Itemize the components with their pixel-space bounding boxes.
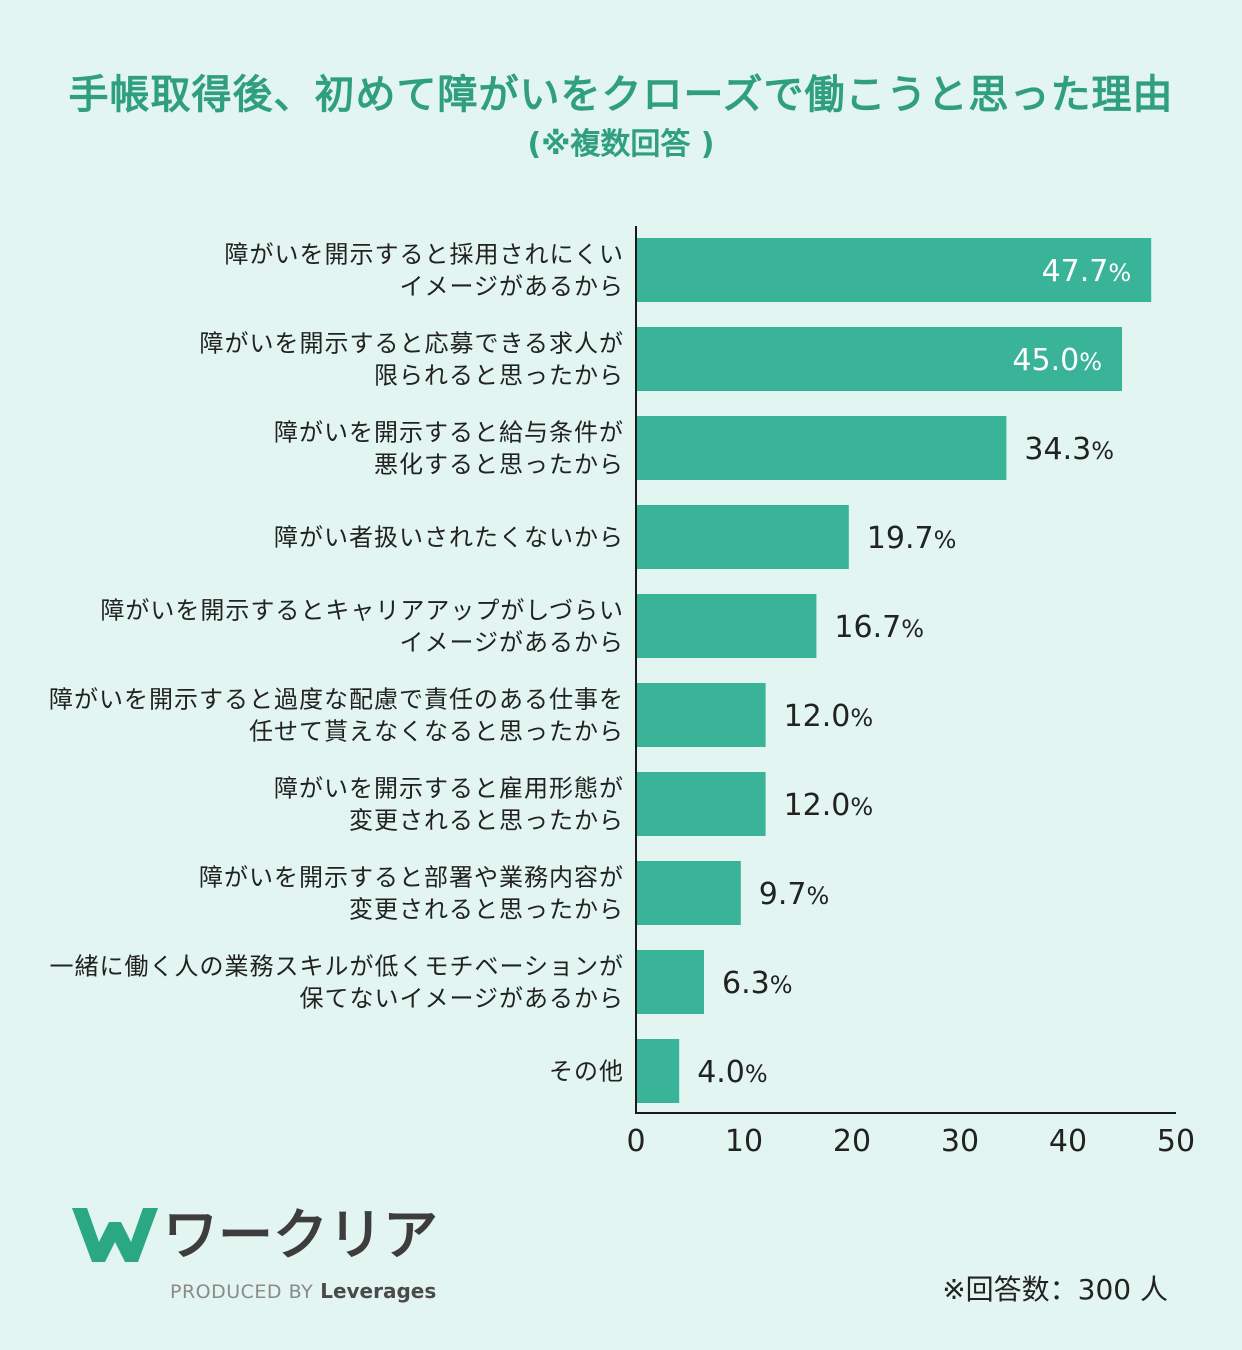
bar-chart: 障がいを開示すると採用されにくいイメージがあるから障がいを開示すると応募できる求…	[49, 226, 1195, 1159]
bar	[636, 950, 704, 1014]
category-label-line: 障がいを開示すると給与条件が	[274, 419, 624, 447]
data-label: 34.3%	[1024, 432, 1114, 467]
x-tick-label: 30	[941, 1124, 979, 1159]
data-label-unit: %	[1091, 437, 1114, 465]
produced-by-label: PRODUCED BY	[170, 1281, 314, 1303]
data-label: 4.0%	[697, 1055, 768, 1090]
x-tick-label: 50	[1157, 1124, 1195, 1159]
data-label: 6.3%	[722, 966, 793, 1001]
category-label: 障がいを開示すると雇用形態が変更されると思ったから	[274, 775, 624, 835]
data-label-unit: %	[850, 793, 873, 821]
category-label-line: 一緒に働く人の業務スキルが低くモチベーションが	[49, 953, 624, 981]
category-label-line: 障がいを開示すると採用されにくい	[224, 241, 624, 269]
respondents-note: ※回答数：300 人	[942, 1273, 1168, 1306]
bar	[636, 594, 817, 658]
x-axis-tick-labels: 0 10 20 30 40 50	[626, 1124, 1195, 1159]
category-label-line: 障がいを開示すると過度な配慮で責任のある仕事を	[49, 686, 624, 714]
category-label-line: イメージがあるから	[399, 629, 624, 657]
data-label: 19.7%	[867, 521, 957, 556]
data-label-value: 9.7	[759, 877, 807, 912]
bar	[636, 772, 766, 836]
data-label-unit: %	[807, 882, 830, 910]
category-label-line: 保てないイメージがあるから	[299, 985, 624, 1013]
category-label-line: 変更されると思ったから	[349, 807, 624, 835]
produced-by-line: PRODUCED BY Leverages	[170, 1276, 436, 1308]
data-label: 9.7%	[759, 877, 830, 912]
data-label-value: 16.7	[834, 610, 901, 645]
category-label-line: 変更されると思ったから	[349, 896, 624, 924]
bar	[636, 505, 849, 569]
data-label-unit: %	[850, 704, 873, 732]
category-label: 障がい者扱いされたくないから	[274, 524, 624, 552]
data-label-value: 45.0	[1012, 343, 1079, 378]
data-label-unit: %	[745, 1060, 768, 1088]
category-labels-group: 障がいを開示すると採用されにくいイメージがあるから障がいを開示すると応募できる求…	[49, 241, 624, 1086]
category-label-line: 障がいを開示すると応募できる求人が	[199, 330, 624, 358]
data-label: 45.0%	[1012, 343, 1102, 378]
data-label-unit: %	[934, 526, 957, 554]
bar	[636, 861, 741, 925]
x-tick-label: 40	[1049, 1124, 1087, 1159]
category-label: 障がいを開示すると採用されにくいイメージがあるから	[224, 241, 624, 301]
data-label-unit: %	[901, 615, 924, 643]
data-label-value: 47.7	[1042, 254, 1109, 289]
chart-title: 手帳取得後、初めて障がいをクローズで働こうと思った理由	[68, 72, 1174, 118]
category-label: 障がいを開示すると給与条件が悪化すると思ったから	[274, 419, 624, 479]
bars-group	[636, 238, 1152, 1103]
category-label: 一緒に働く人の業務スキルが低くモチベーションが保てないイメージがあるから	[49, 953, 624, 1013]
company-name: Leverages	[320, 1279, 437, 1303]
data-label-value: 19.7	[867, 521, 934, 556]
logo-text: ワークリア	[163, 1203, 439, 1267]
data-label: 47.7%	[1042, 254, 1132, 289]
category-label-line: 悪化すると思ったから	[374, 451, 624, 479]
data-label-value: 6.3	[722, 966, 770, 1001]
category-label-line: 障がいを開示すると雇用形態が	[274, 775, 624, 803]
category-label: 障がいを開示すると過度な配慮で責任のある仕事を任せて貰えなくなると思ったから	[49, 686, 624, 746]
data-labels-group: 47.7%45.0%34.3%19.7%16.7%12.0%12.0%9.7%6…	[697, 254, 1131, 1090]
category-label: 障がいを開示すると応募できる求人が限られると思ったから	[199, 330, 624, 390]
bar	[636, 1039, 680, 1103]
data-label-value: 4.0	[697, 1055, 745, 1090]
category-label-line: その他	[549, 1058, 624, 1086]
bar	[636, 327, 1122, 391]
data-label-unit: %	[1079, 348, 1102, 376]
data-label-unit: %	[770, 971, 793, 999]
x-tick-label: 20	[833, 1124, 871, 1159]
data-label-value: 12.0	[784, 699, 851, 734]
data-label: 16.7%	[834, 610, 924, 645]
data-label: 12.0%	[784, 699, 874, 734]
category-label-line: 障がいを開示すると部署や業務内容が	[199, 864, 624, 892]
category-label: 障がいを開示すると部署や業務内容が変更されると思ったから	[199, 864, 624, 924]
x-tick-label: 10	[725, 1124, 763, 1159]
category-label: その他	[549, 1058, 624, 1086]
data-label: 12.0%	[784, 788, 874, 823]
category-label-line: 任せて貰えなくなると思ったから	[249, 718, 624, 746]
chart-subtitle: (※複数回答 )	[527, 127, 715, 162]
bar	[636, 238, 1152, 302]
data-label-value: 12.0	[784, 788, 851, 823]
category-label-line: イメージがあるから	[399, 273, 624, 301]
data-label-unit: %	[1108, 259, 1131, 287]
bar	[636, 683, 766, 747]
w-logo-shape	[72, 1208, 158, 1262]
data-label-value: 34.3	[1024, 432, 1091, 467]
category-label-line: 障がい者扱いされたくないから	[274, 524, 624, 552]
bar	[636, 416, 1007, 480]
w-logo-icon	[72, 1208, 158, 1262]
category-label-line: 限られると思ったから	[374, 362, 624, 390]
category-label: 障がいを開示するとキャリアアップがしづらいイメージがあるから	[100, 597, 624, 657]
category-label-line: 障がいを開示するとキャリアアップがしづらい	[100, 597, 624, 625]
x-tick-label: 0	[626, 1124, 645, 1159]
